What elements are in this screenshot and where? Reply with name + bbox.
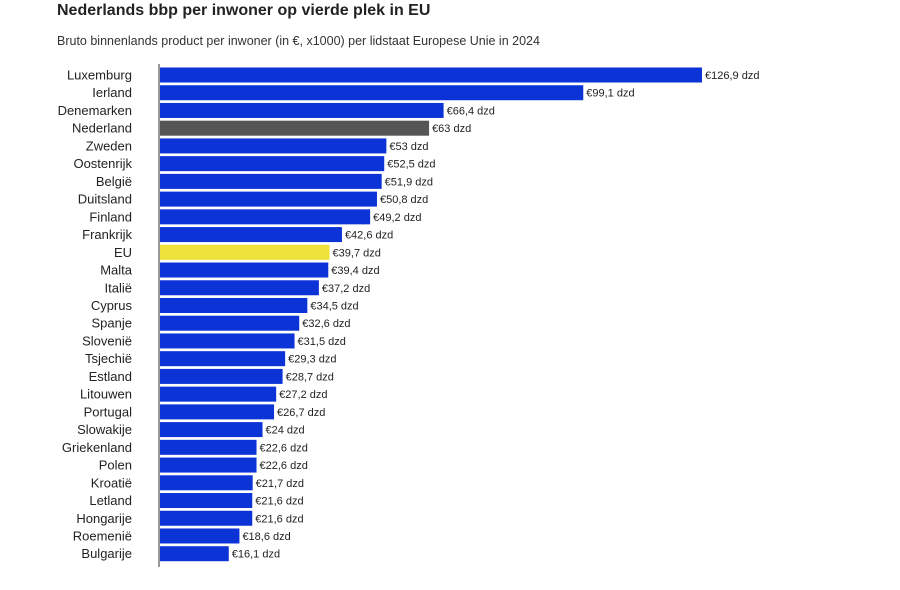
value-label-hongarije: €21,6 dzd — [255, 513, 303, 525]
bar-belgie — [160, 173, 382, 189]
category-label-duitsland: Duitsland — [78, 192, 132, 207]
category-label-italie: Italië — [105, 280, 132, 295]
value-label-slovenie: €31,5 dzd — [298, 336, 346, 348]
category-label-ierland: Ierland — [92, 85, 132, 100]
value-label-griekenland: €22,6 dzd — [260, 442, 308, 454]
bar-polen — [160, 457, 257, 473]
value-label-duitsland: €50,8 dzd — [380, 194, 428, 206]
bar-portugal — [160, 404, 275, 420]
category-label-polen: Polen — [99, 458, 132, 473]
category-label-eu: EU — [114, 245, 132, 260]
value-label-portugal: €26,7 dzd — [277, 407, 325, 419]
value-label-tsjechie: €29,3 dzd — [288, 354, 336, 366]
value-label-belgie: €51,9 dzd — [385, 176, 433, 188]
bar-litouwen — [160, 386, 277, 402]
category-label-tsjechie: Tsjechië — [85, 351, 132, 366]
category-label-griekenland: Griekenland — [62, 440, 132, 455]
category-label-cyprus: Cyprus — [91, 298, 133, 313]
category-label-roemenie: Roemenië — [73, 528, 132, 543]
value-label-polen: €22,6 dzd — [260, 460, 308, 472]
bar-ierland — [160, 85, 584, 101]
value-label-estland: €28,7 dzd — [286, 371, 334, 383]
category-label-spanje: Spanje — [92, 316, 132, 331]
bar-zweden — [160, 138, 387, 154]
category-label-hongarije: Hongarije — [76, 511, 132, 526]
category-label-slowakije: Slowakije — [77, 422, 132, 437]
bar-slovenie — [160, 333, 295, 349]
bar-estland — [160, 368, 283, 384]
value-label-eu: €39,7 dzd — [333, 247, 381, 259]
value-label-nederland: €63 dzd — [432, 123, 471, 135]
category-label-portugal: Portugal — [84, 404, 133, 419]
category-label-luxemburg: Luxemburg — [67, 68, 132, 83]
bar-frankrijk — [160, 227, 342, 243]
category-label-belgie: België — [96, 174, 132, 189]
category-label-malta: Malta — [100, 263, 133, 278]
bar-tsjechie — [160, 351, 286, 367]
category-label-letland: Letland — [89, 493, 132, 508]
value-label-malta: €39,4 dzd — [331, 265, 379, 277]
category-label-frankrijk: Frankrijk — [82, 227, 132, 242]
value-label-ierland: €99,1 dzd — [586, 88, 634, 100]
value-label-letland: €21,6 dzd — [255, 496, 303, 508]
value-label-slowakije: €24 dzd — [266, 425, 305, 437]
bar-spanje — [160, 315, 300, 331]
value-label-cyprus: €34,5 dzd — [310, 300, 358, 312]
value-label-litouwen: €27,2 dzd — [279, 389, 327, 401]
category-label-oostenrijk: Oostenrijk — [73, 156, 132, 171]
value-label-finland: €49,2 dzd — [373, 212, 421, 224]
bar-letland — [160, 493, 253, 509]
bar-denemarken — [160, 102, 444, 118]
value-label-roemenie: €18,6 dzd — [242, 531, 290, 543]
bar-italie — [160, 280, 319, 296]
bar-finland — [160, 209, 371, 225]
bar-hongarije — [160, 510, 253, 526]
chart-subtitle: Bruto binnenlands product per inwoner (i… — [57, 34, 540, 48]
bar-bulgarije — [160, 546, 229, 562]
value-label-oostenrijk: €52,5 dzd — [387, 159, 435, 171]
value-label-luxemburg: €126,9 dzd — [705, 70, 759, 82]
category-label-bulgarije: Bulgarije — [81, 546, 132, 561]
chart-title: Nederlands bbp per inwoner op vierde ple… — [57, 2, 431, 19]
bar-nederland — [160, 120, 430, 136]
category-label-kroatie: Kroatië — [91, 475, 132, 490]
bar-eu — [160, 244, 330, 260]
bar-griekenland — [160, 439, 257, 455]
bar-roemenie — [160, 528, 240, 544]
bar-luxemburg — [160, 67, 702, 83]
bar-cyprus — [160, 297, 308, 313]
value-label-frankrijk: €42,6 dzd — [345, 230, 393, 242]
bar-duitsland — [160, 191, 377, 207]
category-label-estland: Estland — [89, 369, 132, 384]
category-label-litouwen: Litouwen — [80, 387, 132, 402]
value-label-italie: €37,2 dzd — [322, 283, 370, 295]
bar-oostenrijk — [160, 156, 385, 172]
category-label-slovenie: Slovenië — [82, 333, 132, 348]
bar-kroatie — [160, 475, 253, 491]
value-label-spanje: €32,6 dzd — [302, 318, 350, 330]
bar-malta — [160, 262, 329, 278]
category-label-denemarken: Denemarken — [58, 103, 132, 118]
category-label-finland: Finland — [89, 209, 132, 224]
value-label-zweden: €53 dzd — [389, 141, 428, 153]
value-label-bulgarije: €16,1 dzd — [232, 549, 280, 561]
value-label-denemarken: €66,4 dzd — [447, 105, 495, 117]
bar-slowakije — [160, 422, 263, 438]
category-label-zweden: Zweden — [86, 138, 132, 153]
value-label-kroatie: €21,7 dzd — [256, 478, 304, 490]
category-label-nederland: Nederland — [72, 121, 132, 136]
